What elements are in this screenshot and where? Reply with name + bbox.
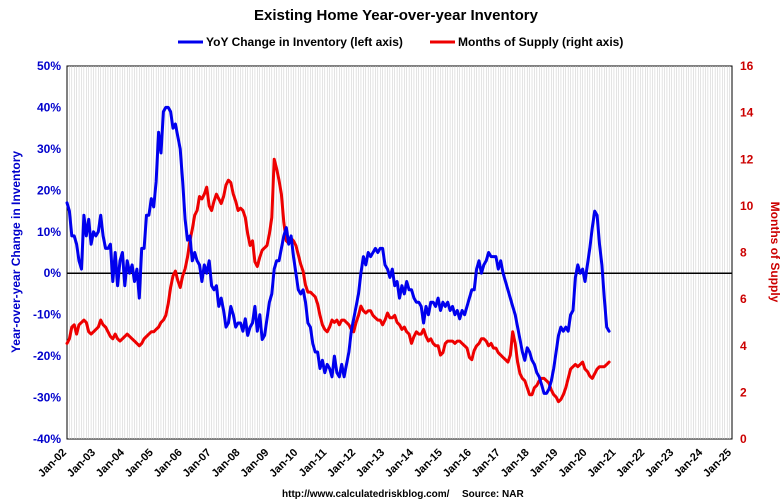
footer-source: Source: NAR [462,489,524,500]
right-axis-title: Months of Supply [768,202,780,303]
left-axis-title: Year-over-year Change in Inventory [9,151,23,353]
x-tick-label: Jan-13 [354,447,387,480]
right-tick-label: 8 [740,246,747,260]
x-tick-label: Jan-23 [643,447,676,480]
x-tick-label: Jan-03 [65,447,98,480]
right-tick-label: 0 [740,432,747,446]
legend: YoY Change in Inventory (left axis) Mont… [178,35,623,49]
left-tick-label: -30% [33,391,61,405]
x-tick-label: Jan-25 [701,447,734,480]
x-tick-label: Jan-20 [556,447,589,480]
x-tick-label: Jan-06 [152,447,185,480]
left-axis-ticks: 50% 40% 30% 20% 10% 0% -10% -20% -30% -40% [33,59,61,446]
series-layer [65,105,611,404]
left-tick-label: -40% [33,432,61,446]
left-tick-label: 20% [37,183,61,197]
x-tick-label: Jan-11 [297,447,330,480]
x-tick-label: Jan-07 [181,447,214,480]
x-tick-label: Jan-22 [614,447,647,480]
series-line-yoy-change [65,105,611,395]
series-line-months-supply [65,157,611,404]
right-tick-label: 14 [740,106,754,120]
left-tick-label: 40% [37,100,61,114]
x-tick-label: Jan-09 [238,447,271,480]
right-tick-label: 2 [740,385,747,399]
x-tick-label: Jan-04 [94,446,128,480]
left-tick-label: 0% [44,266,62,280]
right-tick-label: 10 [740,199,754,213]
right-tick-label: 4 [740,339,747,353]
x-axis-ticks: Jan-02Jan-03Jan-04Jan-05Jan-06Jan-07Jan-… [36,446,734,480]
grid-lines [69,66,730,439]
right-tick-label: 16 [740,59,754,73]
x-tick-label: Jan-15 [412,447,445,480]
x-tick-label: Jan-14 [383,446,417,480]
right-tick-label: 12 [740,152,754,166]
x-tick-label: Jan-12 [325,447,358,480]
x-tick-label: Jan-19 [528,447,561,480]
x-tick-label: Jan-18 [499,447,532,480]
left-tick-label: 10% [37,225,61,239]
footer-url: http://www.calculatedriskblog.com/ [282,489,450,500]
legend-label-supply: Months of Supply (right axis) [458,35,623,49]
left-tick-label: -10% [33,308,61,322]
x-tick-label: Jan-02 [36,447,69,480]
x-tick-label: Jan-08 [209,447,242,480]
x-tick-label: Jan-10 [267,447,300,480]
right-tick-label: 6 [740,292,747,306]
x-tick-label: Jan-24 [672,446,706,480]
left-tick-label: 50% [37,59,61,73]
left-tick-label: -20% [33,349,61,363]
x-tick-label: Jan-16 [441,447,474,480]
legend-label-yoy: YoY Change in Inventory (left axis) [206,35,403,49]
right-axis-ticks: 16 14 12 10 8 6 4 2 0 [740,59,754,446]
chart-title: Existing Home Year-over-year Inventory [254,7,539,24]
x-tick-label: Jan-05 [123,447,156,480]
x-tick-label: Jan-17 [470,447,503,480]
left-tick-label: 30% [37,142,61,156]
x-tick-label: Jan-21 [585,447,618,480]
